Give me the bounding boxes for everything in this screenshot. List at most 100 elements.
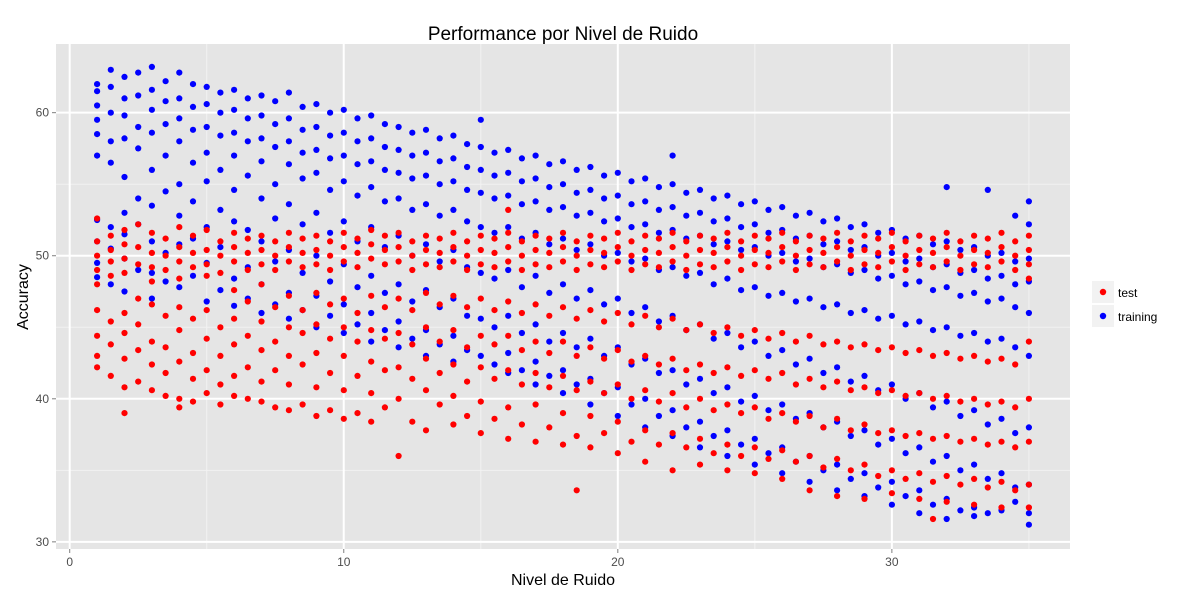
data-point-test: [244, 298, 251, 305]
data-point-test: [546, 312, 553, 319]
data-point-test: [916, 232, 923, 239]
data-point-training: [971, 329, 978, 337]
data-point-test: [285, 244, 292, 251]
data-point-test: [724, 258, 731, 265]
data-point-training: [655, 184, 663, 191]
data-point-test: [669, 390, 676, 397]
data-point-test: [381, 246, 388, 254]
data-point-test: [381, 304, 388, 311]
data-point-test: [751, 470, 758, 477]
data-point-test: [464, 266, 471, 274]
data-point-test: [477, 364, 484, 371]
data-point-test: [244, 395, 251, 402]
data-point-training: [94, 116, 101, 123]
data-point-training: [614, 215, 621, 222]
data-point-test: [491, 307, 498, 314]
data-point-training: [231, 302, 238, 309]
data-point-training: [696, 186, 704, 193]
data-point-test: [381, 261, 388, 268]
data-point-training: [135, 195, 142, 202]
data-point-training: [409, 335, 416, 342]
data-point-training: [614, 169, 621, 176]
data-point-training: [559, 158, 567, 165]
data-point-test: [738, 252, 745, 259]
data-point-test: [368, 241, 375, 248]
data-point-test: [546, 235, 553, 242]
data-point-training: [395, 318, 402, 325]
data-point-test: [1025, 338, 1032, 345]
data-point-training: [258, 158, 265, 165]
y-axis-title: Accuracy: [15, 264, 32, 330]
data-point-training: [464, 312, 471, 319]
data-point-test: [655, 361, 663, 368]
x-tick-label: 20: [611, 555, 625, 569]
legend-label-test: test: [1118, 286, 1138, 300]
data-point-training: [107, 83, 114, 90]
data-point-test: [902, 349, 909, 357]
data-point-training: [436, 158, 443, 165]
data-point-test: [532, 438, 539, 445]
data-point-test: [285, 407, 292, 414]
data-point-test: [710, 264, 717, 271]
data-point-training: [532, 358, 539, 365]
data-point-training: [792, 258, 800, 265]
data-point-training: [710, 335, 717, 342]
data-point-training: [436, 258, 443, 265]
data-point-test: [642, 387, 649, 394]
data-point-training: [847, 246, 854, 254]
data-point-test: [299, 307, 306, 314]
data-point-test: [299, 401, 306, 408]
data-point-test: [217, 381, 224, 388]
data-point-test: [327, 266, 334, 274]
data-point-test: [231, 244, 238, 251]
data-point-training: [834, 461, 841, 468]
data-point-test: [176, 304, 183, 311]
data-point-training: [601, 172, 608, 179]
data-point-test: [381, 404, 388, 411]
data-point-training: [724, 192, 731, 199]
data-point-test: [395, 395, 402, 402]
data-point-test: [505, 332, 512, 339]
data-point-test: [971, 475, 978, 482]
data-point-training: [381, 143, 388, 151]
data-point-training: [971, 289, 978, 296]
data-point-training: [395, 146, 402, 153]
data-point-test: [1025, 395, 1032, 402]
data-point-test: [189, 398, 197, 405]
data-point-test: [628, 238, 635, 245]
data-point-test: [313, 261, 320, 268]
data-point-training: [354, 321, 361, 328]
data-point-test: [107, 232, 114, 239]
data-point-test: [450, 244, 457, 251]
data-point-training: [875, 441, 882, 448]
data-point-training: [464, 141, 471, 148]
data-point-test: [464, 304, 471, 311]
data-point-test: [696, 261, 704, 268]
data-point-training: [258, 309, 265, 317]
data-point-test: [683, 327, 690, 334]
data-point-training: [148, 295, 155, 302]
data-point-training: [94, 81, 101, 88]
data-point-training: [258, 195, 265, 202]
data-point-test: [94, 252, 101, 259]
data-point-training: [696, 418, 704, 425]
data-point-training: [532, 381, 539, 388]
data-point-test: [354, 309, 361, 317]
data-point-test: [244, 249, 251, 256]
data-point-test: [779, 229, 786, 236]
data-point-training: [929, 287, 937, 294]
data-point-training: [655, 206, 663, 213]
data-point-training: [984, 475, 991, 482]
data-point-training: [998, 272, 1005, 279]
data-point-training: [710, 281, 717, 288]
data-point-training: [601, 218, 608, 225]
data-point-training: [148, 86, 155, 93]
data-point-test: [244, 364, 251, 371]
data-point-test: [628, 321, 635, 328]
data-point-training: [231, 129, 238, 136]
data-point-training: [861, 470, 868, 477]
data-point-training: [875, 229, 882, 236]
data-point-training: [669, 204, 676, 211]
data-point-training: [875, 484, 882, 491]
data-point-test: [902, 238, 909, 245]
